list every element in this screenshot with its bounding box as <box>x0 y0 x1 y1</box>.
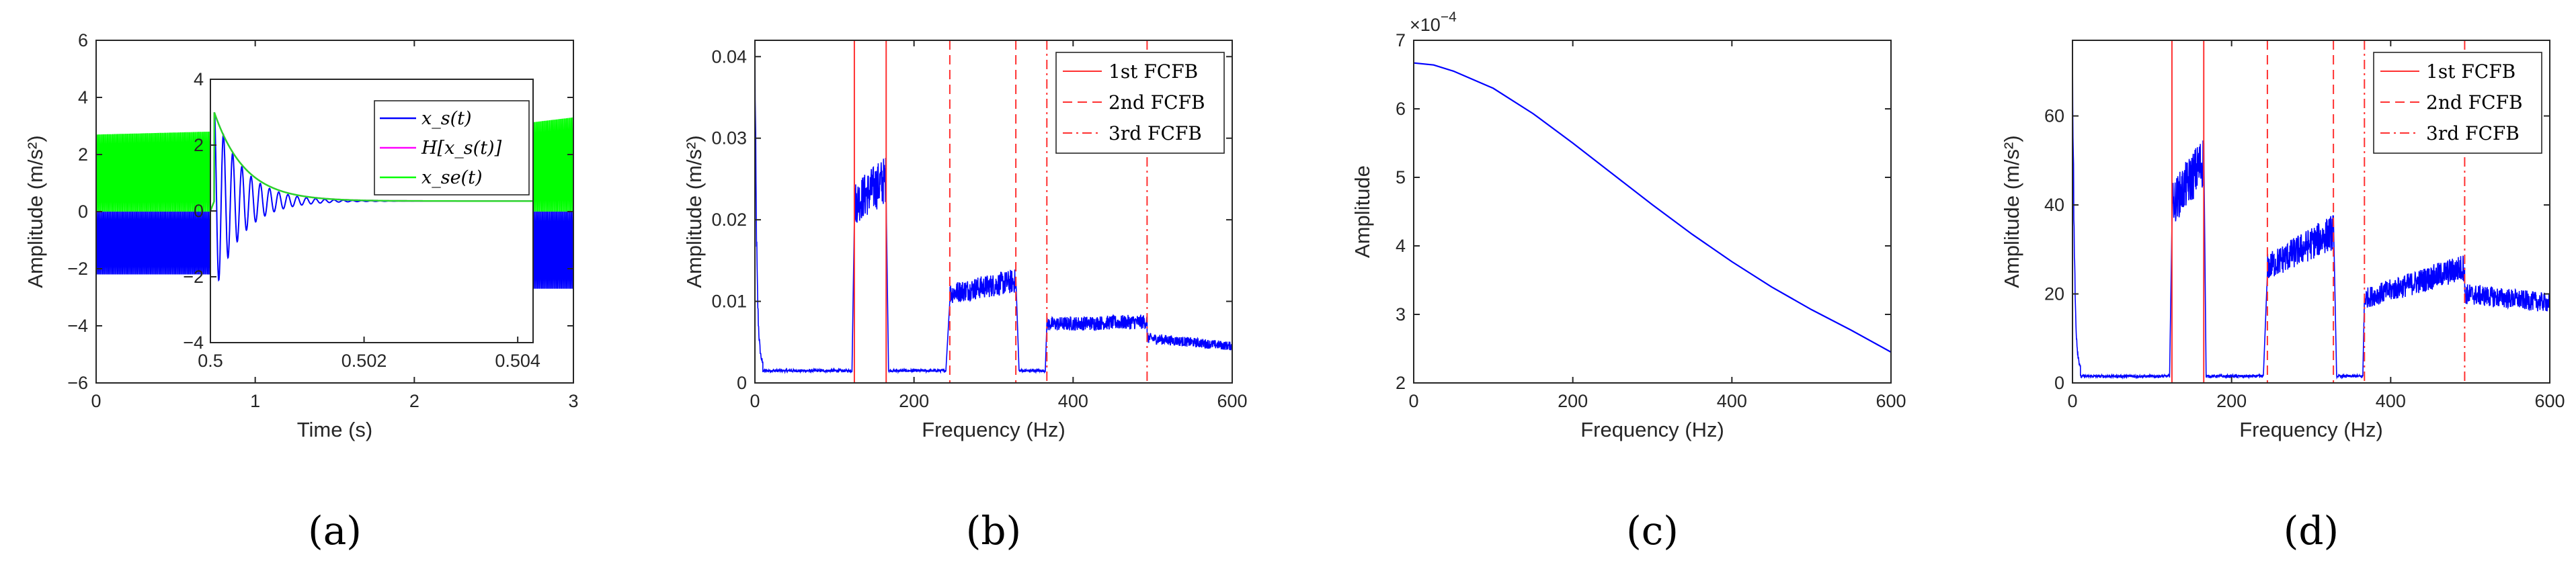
legend: 1st FCFB 2nd FCFB 3rd FCFB <box>2373 52 2542 154</box>
panel-c: 0 200 400 600 2 3 4 5 6 7 Frequency (Hz) Amplitude (… <box>1351 9 1906 554</box>
x-tick-label: 2 <box>409 391 419 411</box>
inset-y-tick-label: 4 <box>194 69 204 89</box>
y-axis-label: Amplitude (m/s²) <box>24 135 47 288</box>
inset-y-tick-label: −2 <box>183 267 204 287</box>
y-tick-label: 20 <box>2044 284 2064 304</box>
panel-label: (c) <box>1626 508 1679 554</box>
y-tick-label: 3 <box>1396 304 1406 324</box>
x-tick-label: 0 <box>750 391 760 411</box>
y-tick-label: −2 <box>67 259 88 279</box>
legend: 1st FCFB 2nd FCFB 3rd FCFB <box>1055 52 1225 154</box>
axes-frame <box>754 40 1233 384</box>
y-tick-label: 4 <box>1396 236 1406 256</box>
xse-line <box>210 112 533 212</box>
y-axis-label: Amplitude (m/s²) <box>2000 135 2023 288</box>
inset-x-tick-label: 0.502 <box>341 351 387 371</box>
spectrum-line <box>2072 40 2550 380</box>
scale-base: ×10 <box>1410 15 1441 35</box>
x-axis-label: Frequency (Hz) <box>1580 418 1724 441</box>
panel-a: 0 1 2 3 −6 −4 −2 0 2 4 6 Time (s) Amplitude (m/s²) (a… <box>24 30 579 554</box>
x-tick-label: 0 <box>2067 391 2077 411</box>
y-tick-label: 2 <box>1396 373 1406 393</box>
legend-entry: 3rd FCFB <box>2426 122 2520 144</box>
plot-area <box>2072 40 2550 383</box>
axes-frame <box>2072 40 2550 384</box>
x-tick-label: 200 <box>899 391 929 411</box>
plot-area <box>755 40 1232 383</box>
inset-y-tick-label: 2 <box>194 135 204 155</box>
y-tick-label: 2 <box>78 144 88 165</box>
spectrum-line <box>755 40 1232 374</box>
x-tick-label: 600 <box>2534 391 2565 411</box>
x-axis-label: Frequency (Hz) <box>2239 418 2383 441</box>
panel-label: (a) <box>308 508 362 554</box>
legend-entry: x_se(t) <box>421 167 482 188</box>
x-axis-label: Time (s) <box>297 418 373 441</box>
y-tick-label: 5 <box>1396 167 1406 187</box>
legend-entry: 1st FCFB <box>2426 60 2515 83</box>
x-tick-label: 600 <box>1217 391 1247 411</box>
panel-label: (d) <box>2284 508 2339 554</box>
legend-entry: 3rd FCFB <box>1109 122 1202 144</box>
x-axis-label: Frequency (Hz) <box>922 418 1065 441</box>
y-tick-label: 7 <box>1396 30 1406 50</box>
inset: 0.5 0.502 0.504 −4 −2 0 2 4 x_s(t) H[x_s(t)] x_se(… <box>183 69 540 371</box>
y-tick-label: 60 <box>2044 106 2064 126</box>
legend-entry: 2nd FCFB <box>2426 91 2523 114</box>
panel-d: 0 200 400 600 0 20 40 60 Frequency (Hz) Amplitude… <box>2000 40 2565 554</box>
y-tick-label: 40 <box>2044 195 2064 215</box>
inset-y-tick-label: 0 <box>194 201 204 221</box>
panel-b: 0 200 400 600 0 0.01 0.02 0.03 0.04 Frequency (Hz… <box>682 40 1248 554</box>
y-tick-label: 6 <box>78 30 88 50</box>
y-tick-label: 0.02 <box>711 210 747 230</box>
panel-label: (b) <box>966 508 1021 554</box>
y-tick-label: 0.01 <box>711 292 747 312</box>
x-tick-label: 200 <box>1558 391 1588 411</box>
inset-x-tick-label: 0.504 <box>495 351 540 371</box>
inset-x-tick-label: 0.5 <box>198 351 223 371</box>
legend: x_s(t) H[x_s(t)] x_se(t) <box>374 100 530 195</box>
x-tick-label: 1 <box>250 391 260 411</box>
x-tick-label: 400 <box>2376 391 2406 411</box>
legend-entry: H[x_s(t)] <box>421 138 502 159</box>
y-axis-label: Amplitude <box>1351 165 1374 258</box>
y-tick-label: 0 <box>2054 373 2064 393</box>
y-tick-label: 6 <box>1396 99 1406 119</box>
x-tick-label: 0 <box>1408 391 1418 411</box>
x-tick-label: 600 <box>1876 391 1906 411</box>
axes-frame <box>1413 40 1892 384</box>
y-tick-label: 0 <box>737 373 747 393</box>
y-axis-label: Amplitude (m/s²) <box>682 135 706 288</box>
y-tick-label: 0.04 <box>711 46 747 67</box>
x-tick-label: 0 <box>91 391 101 411</box>
legend-entry: 1st FCFB <box>1109 60 1198 83</box>
y-tick-label: −6 <box>67 373 88 393</box>
legend-entry: 2nd FCFB <box>1109 91 1205 114</box>
x-tick-label: 400 <box>1058 391 1088 411</box>
axis-scale-factor: ×10−4 <box>1410 9 1457 35</box>
scale-exponent: −4 <box>1441 9 1457 25</box>
y-tick-label: 4 <box>78 87 88 107</box>
y-tick-label: 0.03 <box>711 128 747 148</box>
x-tick-label: 3 <box>568 391 578 411</box>
legend-entry: x_s(t) <box>421 108 472 129</box>
inset-y-tick-label: −4 <box>183 333 204 353</box>
amplitude-curve <box>1413 62 1892 353</box>
y-tick-label: −4 <box>67 316 88 336</box>
inset-plot-area <box>210 112 533 282</box>
x-tick-label: 400 <box>1717 391 1747 411</box>
y-tick-label: 0 <box>78 202 88 222</box>
x-tick-label: 200 <box>2216 391 2247 411</box>
